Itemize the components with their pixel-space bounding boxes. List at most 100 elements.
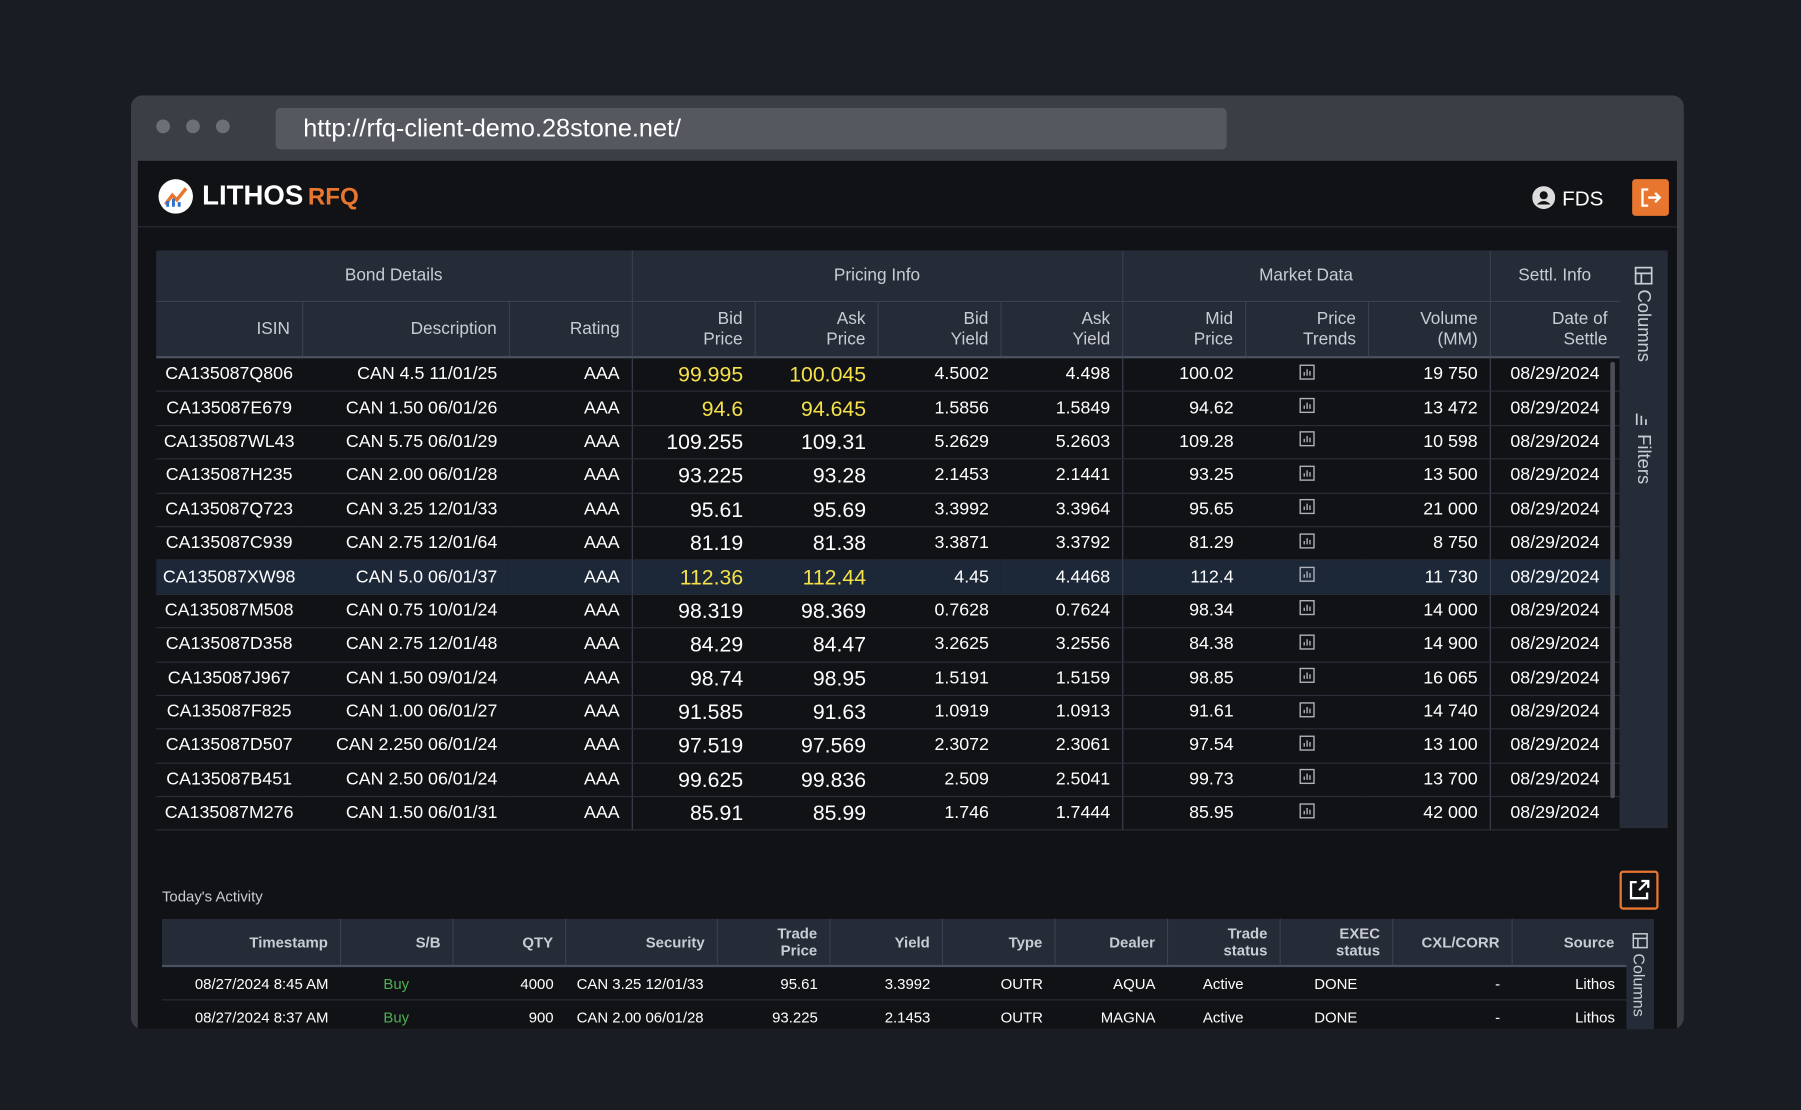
cell: 5.2603 [1000, 425, 1123, 460]
cell: 81.19 [631, 526, 755, 561]
trend-icon[interactable] [1299, 701, 1315, 717]
table-row[interactable]: CA135087E679 CAN 1.50 06/01/26 AAA 94.6 94.6… [156, 391, 1620, 426]
cell: 08/29/2024 [1489, 729, 1620, 764]
column-header[interactable]: Description [302, 301, 510, 359]
table-row[interactable]: CA135087Q723 CAN 3.25 12/01/33 AAA 95.61 95.… [156, 492, 1620, 528]
trend-icon[interactable] [1299, 431, 1315, 447]
cell: 100.02 [1122, 357, 1246, 393]
column-header[interactable]: Price Trends [1245, 301, 1369, 359]
table-row[interactable]: CA135087M276 CAN 1.50 06/01/31 AAA 85.91 85.… [156, 796, 1620, 831]
column-header[interactable]: Volume (MM) [1368, 301, 1491, 359]
trend-icon[interactable] [1299, 364, 1315, 380]
logout-button[interactable] [1632, 179, 1669, 216]
column-header[interactable]: Mid Price [1122, 301, 1246, 359]
cell: OUTR [941, 965, 1055, 1001]
cell: 3.3964 [1000, 492, 1123, 528]
table-row[interactable]: CA135087WL43 CAN 5.75 06/01/29 AAA 109.255 1… [156, 425, 1620, 460]
cell: 93.225 [716, 999, 830, 1030]
column-header[interactable]: Timestamp [161, 918, 341, 968]
cell: 85.91 [631, 796, 755, 831]
cell: AQUA [1054, 965, 1167, 1001]
trend-icon[interactable] [1299, 735, 1315, 751]
table-row[interactable]: CA135087F825 CAN 1.00 06/01/27 AAA 91.585 91… [156, 695, 1620, 730]
column-header[interactable]: Dealer [1054, 918, 1168, 968]
table-row[interactable]: CA135087XW98 CAN 5.0 06/01/37 AAA 112.36 112… [156, 560, 1620, 595]
cell: Lithos [1511, 999, 1627, 1030]
cell: CAN 1.50 06/01/31 [302, 796, 509, 831]
table-row[interactable]: CA135087M508 CAN 0.75 10/01/24 AAA 98.319 98… [156, 594, 1620, 629]
table-row[interactable]: CA135087D507 CAN 2.250 06/01/24 AAA 97.519 9… [156, 729, 1620, 764]
cell: 8 750 [1368, 526, 1491, 561]
trend-icon[interactable] [1299, 499, 1315, 515]
column-header[interactable]: EXEC status [1279, 918, 1393, 968]
table-row[interactable]: CA135087Q806 CAN 4.5 11/01/25 AAA 99.995 100… [156, 357, 1620, 393]
column-header[interactable]: Ask Price [754, 301, 879, 359]
cell: CAN 0.75 10/01/24 [302, 594, 509, 629]
cell: 109.255 [631, 425, 755, 460]
cell: Buy [339, 999, 453, 1030]
cell: 95.61 [631, 492, 755, 528]
column-header[interactable]: ISIN [156, 301, 303, 359]
trend-icon[interactable] [1299, 566, 1315, 582]
column-header[interactable]: Trade status [1166, 918, 1281, 968]
user-menu[interactable]: FDS [1532, 186, 1603, 211]
trend-icon[interactable] [1299, 532, 1315, 549]
table-row[interactable]: CA135087B451 CAN 2.50 06/01/24 AAA 99.625 99… [156, 762, 1620, 798]
column-header[interactable]: Source [1511, 918, 1627, 968]
column-header[interactable]: Type [941, 918, 1055, 968]
trend-icon[interactable] [1299, 634, 1315, 650]
cell: AAA [508, 560, 633, 595]
trend-icon[interactable] [1299, 769, 1315, 785]
side-tab[interactable]: Columns [1633, 289, 1653, 362]
cell: 08/29/2024 [1489, 762, 1620, 798]
side-tab[interactable]: Columns [1629, 953, 1649, 1017]
column-header[interactable]: Date of Settle [1489, 301, 1621, 359]
column-header[interactable]: Security [565, 918, 718, 968]
cell: 84.47 [754, 627, 878, 663]
cell: 1.5191 [877, 661, 1001, 696]
trend-icon[interactable] [1299, 668, 1315, 684]
cell: 109.31 [754, 425, 878, 460]
cell: 91.585 [631, 695, 755, 730]
cell: 85.95 [1122, 796, 1246, 831]
cell: 95.69 [754, 492, 878, 528]
cell: 1.7444 [1000, 796, 1123, 831]
column-header[interactable]: S/B [339, 918, 454, 968]
table-row[interactable]: CA135087C939 CAN 2.75 12/01/64 AAA 81.19 81.… [156, 526, 1620, 561]
cell: 98.95 [754, 661, 878, 696]
cell: 99.836 [754, 762, 878, 798]
table-row[interactable]: CA135087D358 CAN 2.75 12/01/48 AAA 84.29 84.… [156, 627, 1620, 663]
column-header[interactable]: Bid Yield [877, 301, 1002, 359]
trend-icon[interactable] [1299, 803, 1315, 819]
column-header[interactable]: Rating [508, 301, 633, 359]
cell: CAN 4.5 11/01/25 [302, 357, 509, 393]
column-header[interactable]: Yield [829, 918, 943, 968]
cell: DONE [1279, 999, 1393, 1030]
app: LITHOS RFQ FDS Bond Details Pricing Info Ma… [137, 160, 1677, 1030]
scrollbar[interactable] [1610, 361, 1615, 799]
cell: CA135087F825 [156, 695, 303, 730]
cell: 11 730 [1368, 560, 1491, 595]
trend-cell [1245, 695, 1369, 730]
cell: 10 598 [1368, 425, 1491, 460]
cell: 2.3061 [1000, 729, 1123, 764]
table-row[interactable]: CA135087H235 CAN 2.00 06/01/28 AAA 93.225 93… [156, 459, 1620, 494]
cell: DONE [1279, 965, 1393, 1001]
column-header[interactable]: Bid Price [631, 301, 756, 359]
trend-cell [1245, 594, 1369, 629]
trend-icon[interactable] [1299, 397, 1315, 414]
cell: CAN 1.50 06/01/26 [302, 391, 509, 426]
table-row[interactable]: CA135087J967 CAN 1.50 09/01/24 AAA 98.74 98.… [156, 661, 1620, 696]
column-header[interactable]: Trade Price [716, 918, 830, 968]
cell: Buy [339, 965, 453, 1001]
column-header[interactable]: QTY [452, 918, 566, 968]
column-header[interactable]: CXL/CORR [1392, 918, 1513, 968]
side-tab[interactable]: Filters [1633, 434, 1653, 485]
cell: 98.319 [631, 594, 755, 629]
trend-icon[interactable] [1299, 600, 1315, 616]
popout-button[interactable] [1619, 870, 1659, 910]
address-bar[interactable]: http://rfq-client-demo.28stone.net/ [275, 107, 1227, 150]
column-header[interactable]: Ask Yield [1000, 301, 1123, 359]
trend-icon[interactable] [1299, 465, 1315, 481]
cell: OUTR [941, 999, 1055, 1030]
